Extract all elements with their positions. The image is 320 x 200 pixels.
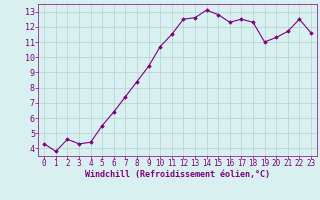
X-axis label: Windchill (Refroidissement éolien,°C): Windchill (Refroidissement éolien,°C) [85, 170, 270, 179]
